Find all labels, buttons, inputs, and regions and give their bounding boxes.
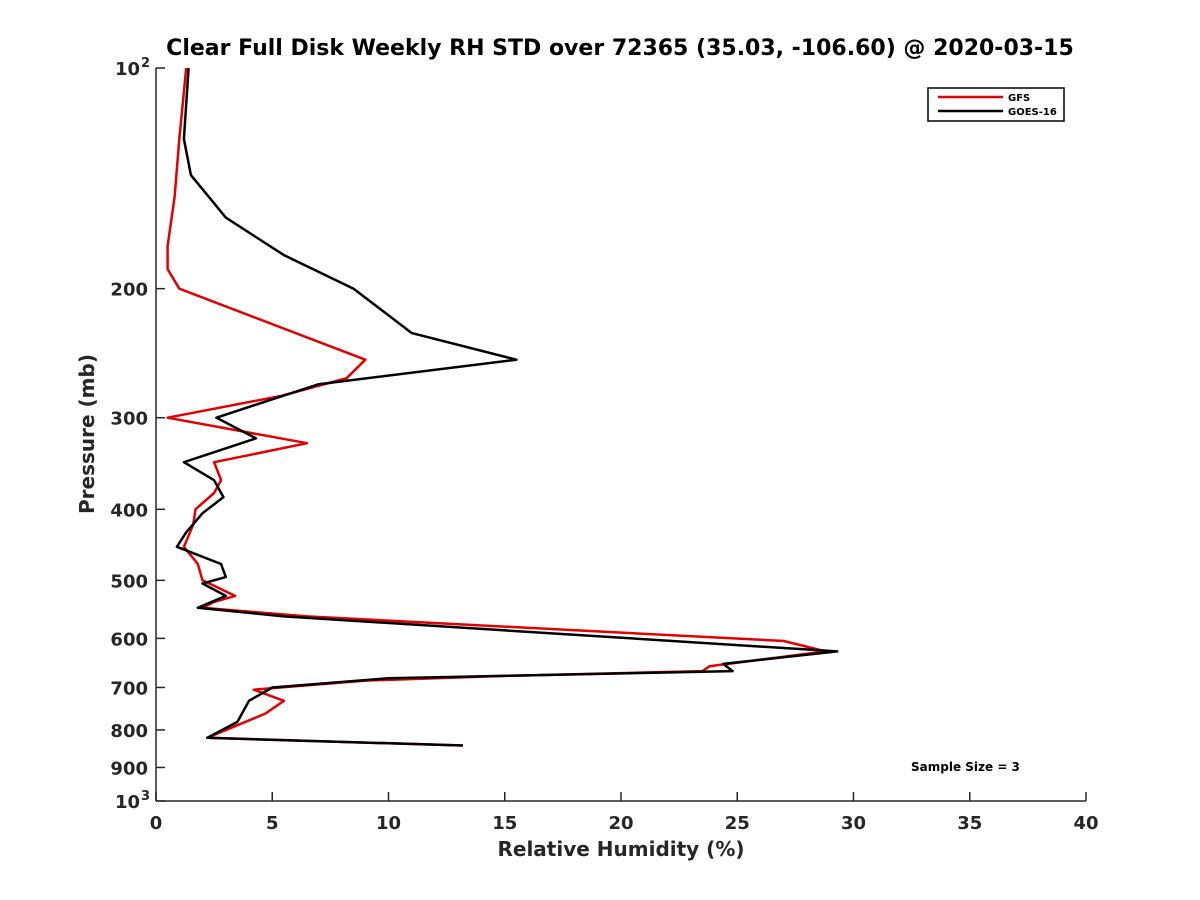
x-tick-label: 25 (725, 813, 750, 834)
y-tick-label: 200 (110, 280, 148, 301)
x-ticks: 0 5 10 15 20 25 30 35 40 (150, 792, 1099, 834)
legend-box (927, 87, 1065, 122)
chart-title: Clear Full Disk Weekly RH STD over 72365… (166, 36, 1074, 61)
x-tick-label: 10 (376, 813, 401, 834)
legend-label-gfs: GFS (1008, 93, 1030, 104)
y-tick-exponent: 3 (141, 789, 150, 804)
x-tick-label: 0 (150, 813, 163, 834)
y-axis-label: Pressure (mb) (75, 354, 99, 514)
x-tick-label: 5 (266, 813, 279, 834)
y-tick-label: 900 (110, 758, 148, 779)
series-lines (166, 67, 839, 747)
x-tick-label: 15 (492, 813, 517, 834)
plot-area (156, 68, 1086, 801)
y-tick-label: 800 (110, 721, 148, 742)
sample-size-annotation: Sample Size = 3 (911, 760, 1020, 774)
y-tick-exponent: 2 (141, 56, 150, 71)
x-tick-label: 40 (1073, 813, 1098, 834)
y-tick-label: 10 (115, 59, 140, 80)
y-tick-label: 400 (110, 500, 148, 521)
y-tick-label: 300 (110, 409, 148, 430)
series-line-goes-16 (175, 67, 839, 747)
x-tick-label: 35 (957, 813, 982, 834)
x-axis-label: Relative Humidity (%) (497, 837, 744, 861)
y-tick-label: 700 (110, 678, 148, 699)
legend: GFS GOES-16 (927, 87, 1065, 122)
x-tick-label: 20 (608, 813, 633, 834)
y-tick-label: 500 (110, 571, 148, 592)
x-tick-label: 30 (841, 813, 866, 834)
legend-label-goes16: GOES-16 (1008, 107, 1057, 118)
y-tick-label: 600 (110, 629, 148, 650)
y-tick-label: 10 (115, 792, 140, 813)
